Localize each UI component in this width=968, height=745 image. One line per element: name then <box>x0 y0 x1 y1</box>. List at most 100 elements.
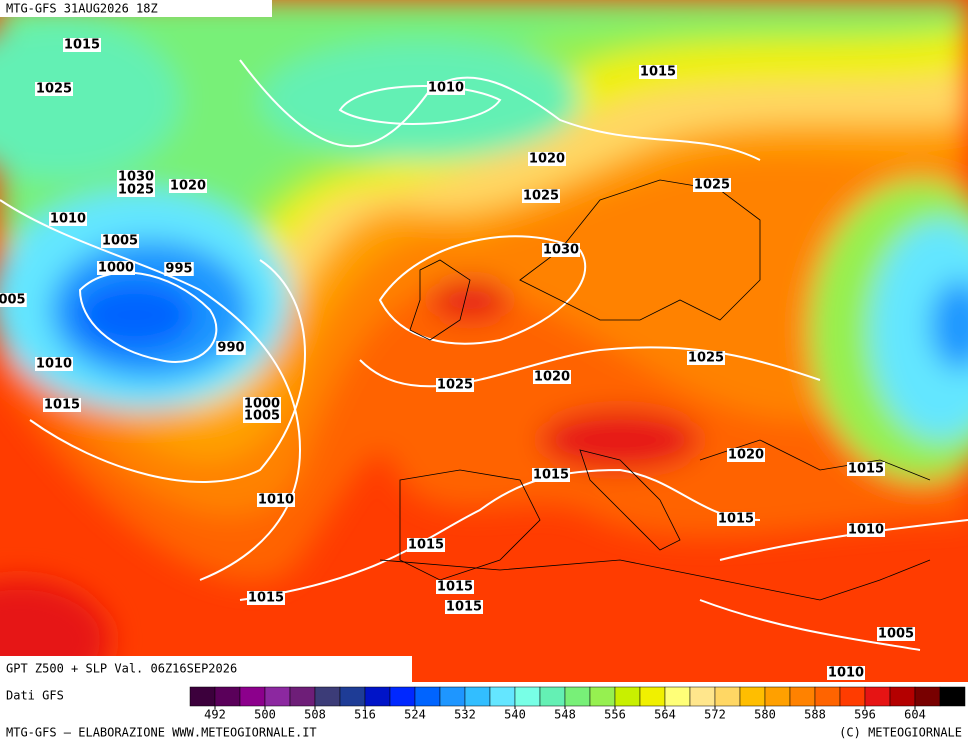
colorbar-tick-label: 492 <box>204 708 226 722</box>
isobar-label-box <box>522 189 560 203</box>
colorbar-swatch <box>739 686 766 707</box>
isobar-label-box <box>63 38 101 52</box>
isobar-label: 1000 <box>98 261 134 276</box>
colorbar-swatch <box>914 686 941 707</box>
isobar-label-box <box>164 262 194 276</box>
colorbar-swatch <box>264 686 291 707</box>
footer-right: (C) METEOGIORNALE <box>839 726 962 740</box>
colorbar-swatch <box>439 686 466 707</box>
isobar-label-box <box>427 81 465 95</box>
isobar-label: 1015 <box>248 591 284 606</box>
colorbar-tick-label: 556 <box>604 708 626 722</box>
isobar-label: 1025 <box>36 82 72 97</box>
colorbar-tick-label: 580 <box>754 708 776 722</box>
isobar-label: 1015 <box>640 65 676 80</box>
colorbar-swatch <box>889 686 916 707</box>
colorbar-tick-label: 564 <box>654 708 676 722</box>
colorbar-swatch <box>489 686 516 707</box>
footer-left: MTG-GFS — ELABORAZIONE WWW.METEOGIORNALE… <box>6 726 317 740</box>
isobar-label-box <box>639 65 677 79</box>
colorbar-swatch <box>789 686 816 707</box>
colorbar-tick-label: 540 <box>504 708 526 722</box>
colorbar-swatch <box>389 686 416 707</box>
isobar-label: 1015 <box>533 468 569 483</box>
isobar-label-box <box>542 243 580 257</box>
header-box <box>0 0 272 17</box>
isobar-label: 1000 <box>244 397 280 412</box>
isobar-label-box <box>243 409 281 423</box>
colorbar-swatch <box>289 686 316 707</box>
isobar-label: 005 <box>0 293 26 308</box>
isobar-label: 1025 <box>694 178 730 193</box>
coastlines <box>379 179 931 601</box>
colorbar-swatch <box>614 686 641 707</box>
isobar-label-box <box>247 591 285 605</box>
colorbar-tick-label: 532 <box>454 708 476 722</box>
header-title: MTG-GFS 31AUG2026 18Z <box>6 2 158 16</box>
isobar-label-box <box>97 261 135 275</box>
colorbar-tick-label: 500 <box>254 708 276 722</box>
colorbar-swatch <box>664 686 691 707</box>
isobar-label: 1020 <box>529 152 565 167</box>
isobar-label-box <box>43 398 81 412</box>
isobar-label-box <box>117 170 155 184</box>
isobar-label: 1010 <box>848 523 884 538</box>
isobar-label-box <box>445 600 483 614</box>
isobar-label: 1030 <box>118 170 154 185</box>
colorbar-swatch <box>214 686 241 707</box>
colorbar-swatch <box>689 686 716 707</box>
colorbar-swatch <box>564 686 591 707</box>
colorbar-swatch <box>864 686 891 707</box>
colorbar-tick-label: 548 <box>554 708 576 722</box>
legend-title-box <box>0 656 412 682</box>
isobar-label: 1025 <box>118 183 154 198</box>
isobar-label: 1005 <box>244 409 280 424</box>
colorbar-tick-label: 508 <box>304 708 326 722</box>
isobar-label-box <box>847 462 885 476</box>
isobar-label-box <box>847 523 885 537</box>
colorbar-swatch <box>364 686 391 707</box>
colorbar-swatch <box>189 686 216 707</box>
colorbar-tick-label: 524 <box>404 708 426 722</box>
isobar-label: 1025 <box>523 189 559 204</box>
isobar-label: 1015 <box>437 580 473 595</box>
isobar-label-box <box>101 234 139 248</box>
isobar-label: 1015 <box>44 398 80 413</box>
colorbar-swatch <box>539 686 566 707</box>
isobar-label: 1020 <box>534 370 570 385</box>
isobar-label: 1010 <box>258 493 294 508</box>
isobars <box>0 59 968 651</box>
isobar-label: 1020 <box>170 179 206 194</box>
isobar-label-box <box>827 666 865 680</box>
isobar-label-box <box>35 357 73 371</box>
isobar-label-box <box>533 370 571 384</box>
isobar-label: 1015 <box>718 512 754 527</box>
colorbar-swatch <box>239 686 266 707</box>
isobar-label-box <box>35 82 73 96</box>
isobar-label: 1015 <box>446 600 482 615</box>
isobar-label: 1010 <box>828 666 864 681</box>
isobar-label-box <box>257 493 295 507</box>
colorbar-tick-label: 604 <box>904 708 926 722</box>
isobar-label-box <box>0 293 27 307</box>
colorbar-swatch <box>939 686 966 707</box>
isobar-label-box <box>693 178 731 192</box>
isobar-label: 1015 <box>848 462 884 477</box>
isobar-label: 1005 <box>878 627 914 642</box>
colorbar-swatch <box>464 686 491 707</box>
isobar-label: 1030 <box>543 243 579 258</box>
isobar-label-box <box>727 448 765 462</box>
isobar-label-box <box>169 179 207 193</box>
legend-title: GPT Z500 + SLP Val. 06Z16SEP2026 <box>6 662 237 676</box>
colorbar-swatch <box>639 686 666 707</box>
colorbar-swatch <box>339 686 366 707</box>
colorbar-swatch <box>514 686 541 707</box>
isobar-label: 1015 <box>408 538 444 553</box>
isobar-label-box <box>528 152 566 166</box>
isobar-label: 1010 <box>428 81 464 96</box>
isobar-label: 1010 <box>50 212 86 227</box>
isobar-label-box <box>436 580 474 594</box>
isobar-label-box <box>243 397 281 411</box>
